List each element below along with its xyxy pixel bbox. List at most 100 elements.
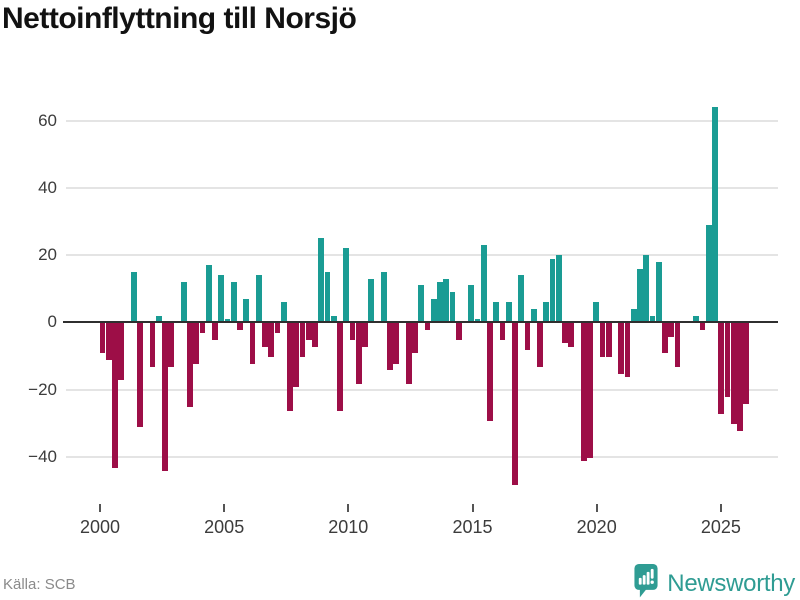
bar-2013Q3	[437, 282, 443, 323]
bar-2012Q4	[418, 285, 425, 323]
bar-2015Q3	[487, 323, 493, 421]
gridline-y-60	[66, 119, 778, 122]
bar-2001Q3	[137, 323, 143, 428]
bar-2025Q4	[743, 323, 750, 404]
bar-2016Q2	[505, 302, 512, 323]
bar-2008Q3	[312, 323, 318, 347]
bar-2018Q4	[568, 323, 575, 347]
bar-2008Q2	[305, 323, 312, 341]
gridline-y-40	[66, 186, 778, 189]
bar-2021Q3	[637, 268, 643, 323]
y-axis-label-60: 60	[38, 110, 57, 130]
x-axis-tick-2005	[223, 504, 226, 512]
x-axis-tick-2010	[347, 504, 350, 512]
x-axis-tick-2020	[595, 504, 598, 512]
bar-2021Q2	[630, 308, 637, 323]
bar-2005Q4	[243, 298, 250, 323]
bar-2009Q4	[343, 248, 350, 323]
bar-2020Q4	[618, 323, 625, 374]
gridline-y--20	[66, 388, 778, 391]
bar-2011Q4	[393, 323, 400, 364]
bar-2000Q2	[105, 323, 112, 361]
bar-2007Q3	[287, 323, 293, 411]
bar-2024Q3	[712, 107, 718, 323]
bar-2021Q4	[643, 255, 650, 323]
x-axis-label-2020: 2020	[576, 517, 617, 537]
bar-2013Q4	[443, 278, 450, 323]
x-axis-label-2015: 2015	[452, 517, 493, 537]
bar-2018Q1	[549, 258, 556, 323]
y-axis-label--40: −40	[28, 446, 57, 466]
x-axis-tick-2025	[719, 504, 722, 512]
y-axis-label-40: 40	[38, 177, 57, 197]
bar-2019Q3	[587, 323, 593, 458]
bar-2015Q1	[474, 318, 481, 323]
bar-2002Q1	[149, 323, 156, 367]
bar-2007Q2	[280, 302, 287, 323]
newsworthy-badge-icon	[633, 564, 659, 600]
zero-axis-line	[63, 321, 778, 324]
bar-2016Q4	[518, 275, 525, 323]
bar-2009Q2	[330, 315, 337, 323]
bar-2003Q2	[180, 282, 187, 323]
bar-2025Q1	[724, 323, 731, 398]
bar-2006Q2	[255, 275, 262, 323]
bar-2022Q2	[655, 261, 662, 323]
bar-2001Q2	[130, 271, 137, 323]
bar-2013Q1	[424, 323, 431, 330]
bar-2024Q1	[699, 323, 706, 330]
x-axis-tick-2000	[99, 504, 101, 512]
bar-2015Q2	[480, 245, 487, 323]
bar-2007Q4	[293, 323, 300, 388]
bar-2003Q3	[187, 323, 193, 408]
bar-2015Q4	[493, 302, 500, 323]
bar-2004Q3	[212, 323, 218, 341]
bar-2000Q4	[118, 323, 125, 381]
bar-2009Q1	[324, 271, 331, 323]
source-caption: Källa: SCB	[3, 576, 76, 593]
bar-2017Q2	[530, 308, 537, 323]
bar-2016Q1	[499, 323, 506, 341]
bar-2017Q3	[537, 323, 543, 367]
bar-2000Q1	[99, 323, 106, 354]
bar-2004Q2	[205, 265, 212, 323]
newsworthy-wordmark: Newsworthy	[667, 569, 795, 597]
bar-2005Q2	[230, 282, 237, 323]
gridline-y--40	[66, 455, 778, 458]
bar-2002Q2	[155, 315, 162, 323]
bar-chart-plot-area: 60 40 20 0 −20 −40 2000 2005 2010 2015 2020 2025	[28, 107, 778, 537]
x-axis-tick-2015	[471, 504, 474, 512]
x-axis-label-2005: 2005	[204, 517, 245, 537]
bar-2010Q2	[355, 323, 362, 384]
bar-2025Q3	[737, 323, 743, 431]
bar-2005Q1	[224, 318, 231, 323]
bar-2003Q4	[193, 323, 200, 364]
page-title: Nettoinflyttning till Norsjö	[2, 2, 357, 35]
x-axis-label-2010: 2010	[328, 517, 369, 537]
bar-2017Q4	[543, 302, 550, 323]
bar-2010Q1	[349, 323, 356, 341]
bar-2022Q4	[668, 323, 675, 337]
bar-2010Q3	[362, 323, 368, 347]
bar-2005Q3	[237, 323, 243, 330]
bar-2002Q3	[162, 323, 168, 472]
bar-2007Q1	[274, 323, 281, 334]
bar-2004Q4	[218, 275, 225, 323]
x-axis-label-2000: 2000	[79, 517, 121, 537]
newsworthy-logo[interactable]: Newsworthy	[633, 564, 795, 600]
bar-2022Q3	[662, 323, 668, 354]
bar-2023Q1	[674, 323, 681, 367]
bar-2018Q2	[555, 255, 562, 323]
bar-2019Q4	[593, 302, 600, 323]
bar-2020Q2	[605, 323, 612, 357]
bar-2014Q4	[468, 285, 475, 323]
bar-2016Q3	[512, 323, 518, 485]
bar-2002Q4	[168, 323, 175, 367]
bar-2021Q1	[624, 323, 631, 378]
bar-2009Q3	[337, 323, 343, 411]
y-axis-label-20: 20	[38, 245, 57, 265]
bar-2017Q1	[524, 323, 531, 351]
y-axis-label--20: −20	[28, 379, 57, 399]
y-axis-label-0: 0	[47, 312, 57, 332]
